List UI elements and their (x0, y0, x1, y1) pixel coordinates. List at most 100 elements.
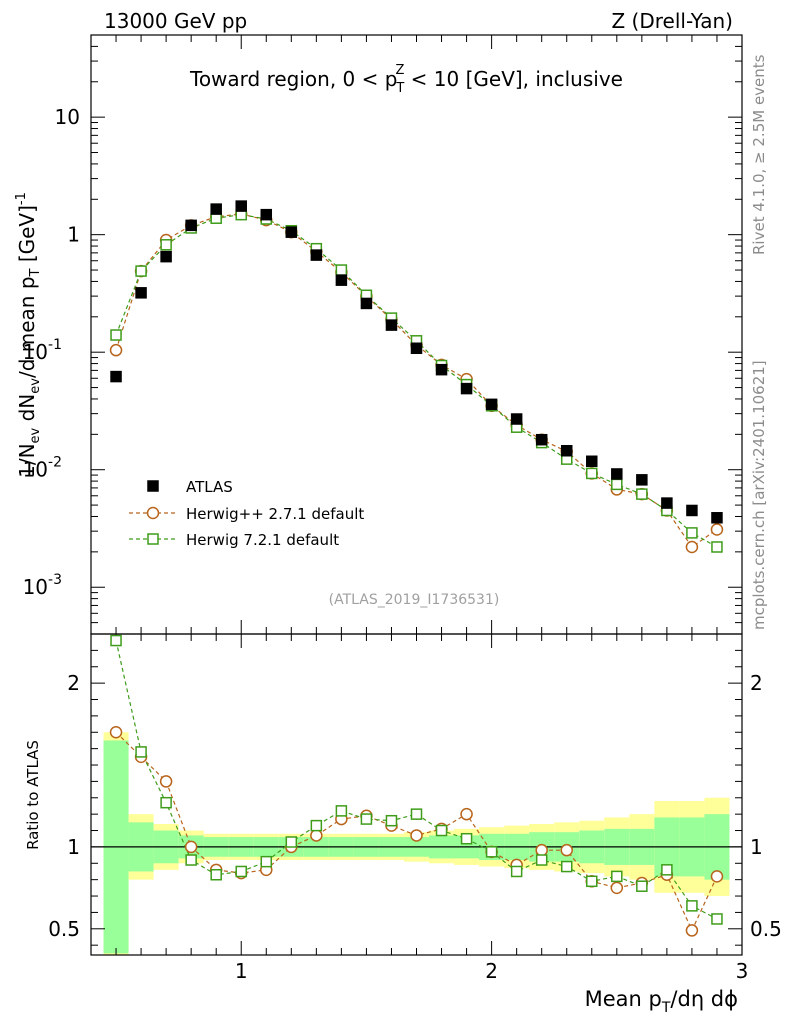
y-tick-label: 10-2 (23, 455, 62, 482)
herwigpp-point (109, 343, 123, 357)
atlas-point (185, 219, 197, 232)
y-tick-label: 1 (67, 223, 80, 247)
herwig7-ratio-point (110, 634, 122, 647)
herwigpp-ratio-point (410, 829, 423, 842)
atlas-point (611, 468, 623, 480)
herwig7-ratio-point (636, 880, 648, 892)
herwig7-ratio-point (460, 832, 473, 845)
atlas-point (586, 455, 598, 468)
legend-label: ATLAS (186, 478, 233, 496)
ratio-y-tick-label: 2 (67, 671, 80, 695)
herwig7-ratio-point (185, 854, 197, 866)
herwig7-line (115, 214, 718, 548)
header-right: Z (Drell-Yan) (611, 9, 733, 33)
plot-title: Toward region, 0 < pZ T < 10 [GeV], inclu… (189, 63, 623, 96)
atlas-point (636, 474, 648, 486)
atlas-point (260, 208, 273, 221)
atlas-point (235, 200, 247, 212)
atlas-point (560, 444, 573, 457)
herwig7-ratio-point (385, 814, 398, 827)
herwig7-ratio-point (235, 865, 247, 878)
atlas-point (385, 319, 398, 331)
atlas-point (510, 413, 523, 425)
atlas-point (285, 226, 298, 238)
header-left: 13000 GeV pp (104, 9, 247, 33)
atlas-point (686, 504, 698, 517)
herwigpp-line (115, 213, 718, 548)
legend-herwigpp-marker (146, 506, 160, 520)
herwig7-ratio-point (285, 836, 298, 848)
legend-label: Herwig 7.2.1 default (186, 531, 339, 549)
herwig7-point (711, 541, 723, 553)
herwig7-point (110, 329, 122, 341)
herwig7-ratio-point (410, 808, 423, 820)
herwig7-ratio-point (485, 846, 498, 858)
y-tick-label: 10 (55, 105, 80, 129)
herwig7-point (160, 239, 172, 251)
herwig7-point (686, 527, 698, 539)
main-series (109, 200, 724, 554)
herwig7-ratio-point (160, 796, 172, 809)
atlas-point (435, 363, 448, 376)
y-tick-label: 10-3 (23, 572, 62, 599)
herwig7-ratio-point (711, 913, 723, 925)
ratio-ylabel: Ratio to ATLAS (24, 740, 42, 850)
herwig7-ratio-point (586, 875, 598, 888)
ratio-uncertainty-bands (103, 732, 730, 955)
atlas-point (310, 249, 323, 261)
herwigpp-ratio-point (310, 829, 323, 842)
rivet-label: Rivet 4.1.0, ≥ 2.5M events (750, 54, 768, 255)
atlas-point (360, 297, 373, 310)
atlas-point (335, 274, 348, 286)
herwig7-ratio-point (335, 805, 348, 817)
legend-herwig7-marker (147, 533, 159, 545)
herwigpp-ratio-point (610, 881, 624, 895)
herwig7-ratio-point (360, 813, 373, 825)
herwig7-ratio-point (135, 746, 147, 758)
herwig7-ratio-point (435, 824, 448, 837)
herwigpp-ratio-point (109, 726, 123, 739)
herwig7-ratio-point (560, 860, 573, 873)
ratio-y-tick-label: 0.5 (48, 917, 80, 941)
herwig7-ratio-point (260, 855, 273, 868)
x-axis-label: Mean pT/dη dϕ (585, 987, 738, 1016)
herwigpp-ratio-point (159, 775, 173, 788)
herwig7-point (636, 488, 648, 500)
herwigpp-ratio-point (535, 843, 548, 857)
herwig7-ratio-point (510, 865, 523, 878)
herwig7-ratio-point (210, 869, 222, 881)
herwig7-ratio-point (310, 819, 323, 832)
analysis-id: (ATLAS_2019_I1736531) (329, 592, 500, 608)
herwig7-ratio-point (686, 900, 698, 912)
legend: ATLAS Herwig++ 2.7.1 default Herwig 7.2.1 … (129, 478, 364, 549)
x-tick-label: 2 (485, 959, 498, 983)
atlas-point (460, 382, 473, 395)
herwig7-ratio-point (661, 864, 673, 876)
legend-label: Herwig++ 2.7.1 default (186, 505, 364, 523)
ratio-y-tick-label: 1 (67, 835, 80, 859)
herwig7-point (611, 478, 623, 491)
atlas-point (160, 250, 172, 263)
mcplots-label: mcplots.cern.ch [arXiv:2401.10621] (750, 360, 768, 630)
plot-title-sub: T (395, 81, 404, 96)
x-tick-label: 3 (736, 959, 749, 983)
atlas-point (135, 287, 147, 299)
plot-title-suffix: < 10 [GeV], inclusive (404, 67, 623, 91)
herwig7-ratio-point (611, 870, 623, 883)
herwigpp-ratio-point (460, 807, 473, 821)
herwig7-point (586, 467, 598, 480)
ratio-frame (90, 633, 743, 956)
plot-title-sup: Z (395, 63, 404, 78)
main-ylabel: 1/Nev dNev/d mean pT [GeV]-1 (14, 192, 43, 478)
atlas-point (535, 433, 548, 446)
atlas-point (210, 203, 222, 215)
herwigpp-ratio-point (184, 840, 198, 854)
atlas-point (661, 497, 673, 509)
herwigpp-point (710, 523, 724, 536)
legend-atlas-marker (147, 480, 159, 492)
herwigpp-ratio-point (560, 843, 573, 857)
x-tick-label: 1 (235, 959, 248, 983)
herwigpp-point (685, 540, 699, 554)
